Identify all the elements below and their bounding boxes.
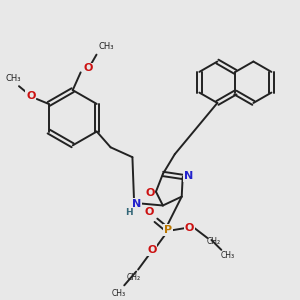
Text: CH₃: CH₃: [98, 42, 114, 51]
Text: CH₃: CH₃: [111, 289, 125, 298]
Text: O: O: [26, 91, 36, 101]
Text: H: H: [125, 208, 133, 217]
Text: O: O: [144, 207, 154, 218]
Text: N: N: [184, 171, 193, 181]
Text: CH₂: CH₂: [206, 238, 220, 247]
Text: CH₃: CH₃: [5, 74, 21, 83]
Text: CH₃: CH₃: [220, 251, 234, 260]
Text: P: P: [164, 225, 172, 235]
Text: O: O: [147, 245, 157, 255]
Text: N: N: [131, 199, 141, 208]
Text: O: O: [185, 223, 194, 233]
Text: O: O: [145, 188, 155, 198]
Text: O: O: [84, 63, 93, 74]
Text: CH₂: CH₂: [127, 273, 141, 282]
